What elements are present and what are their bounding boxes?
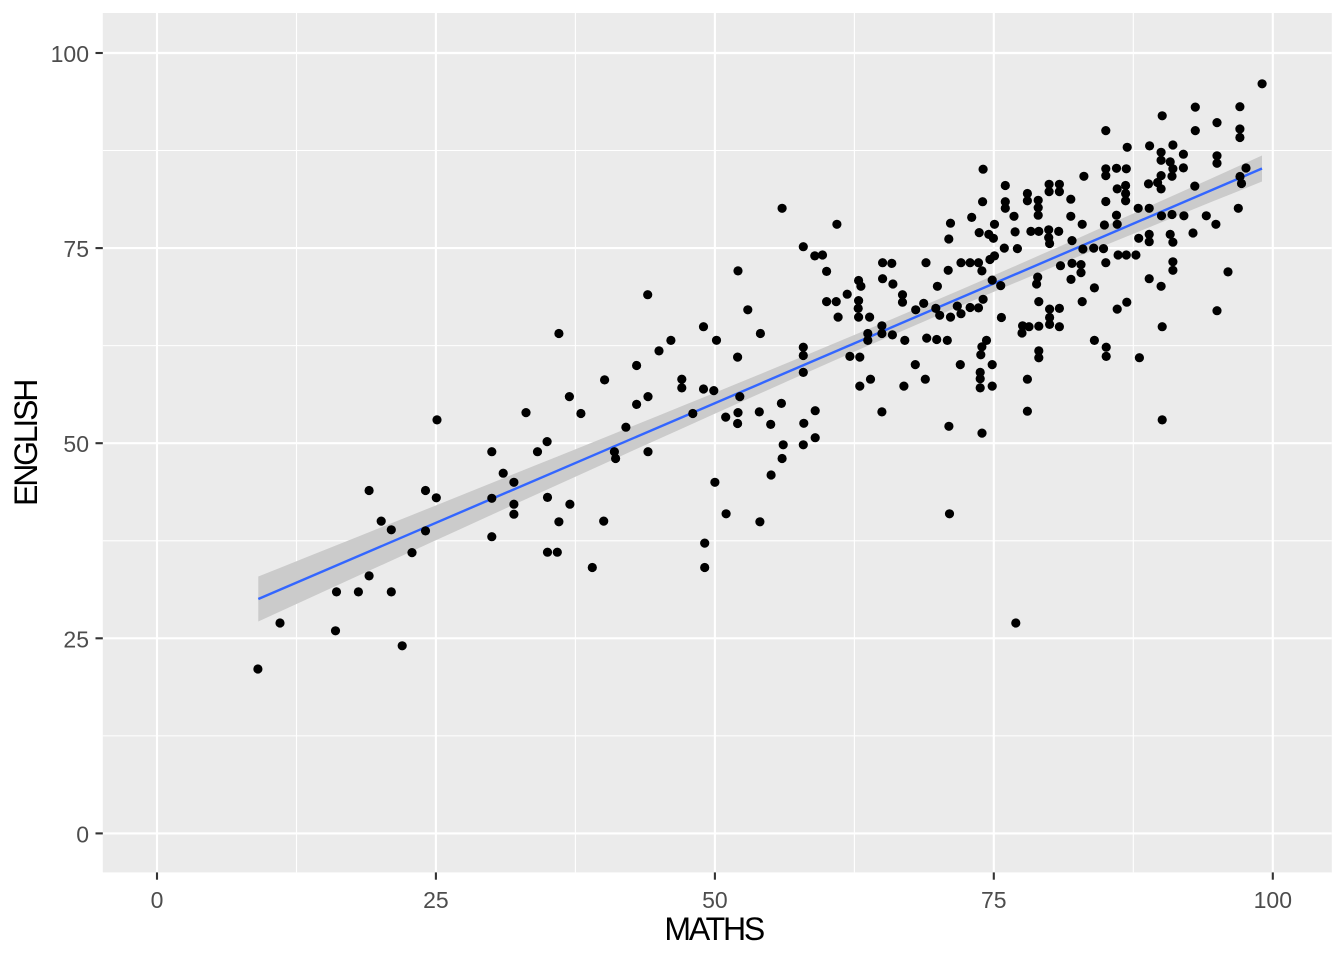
- svg-text:25: 25: [63, 626, 89, 652]
- svg-text:100: 100: [1254, 887, 1292, 913]
- svg-text:50: 50: [63, 431, 89, 457]
- svg-text:50: 50: [702, 887, 728, 913]
- svg-text:MATHS: MATHS: [664, 911, 763, 947]
- svg-text:100: 100: [51, 41, 89, 67]
- svg-text:25: 25: [423, 887, 449, 913]
- svg-text:75: 75: [981, 887, 1007, 913]
- svg-text:0: 0: [76, 821, 89, 847]
- svg-text:75: 75: [63, 236, 89, 262]
- svg-text:0: 0: [151, 887, 164, 913]
- svg-text:ENGLISH: ENGLISH: [8, 381, 44, 506]
